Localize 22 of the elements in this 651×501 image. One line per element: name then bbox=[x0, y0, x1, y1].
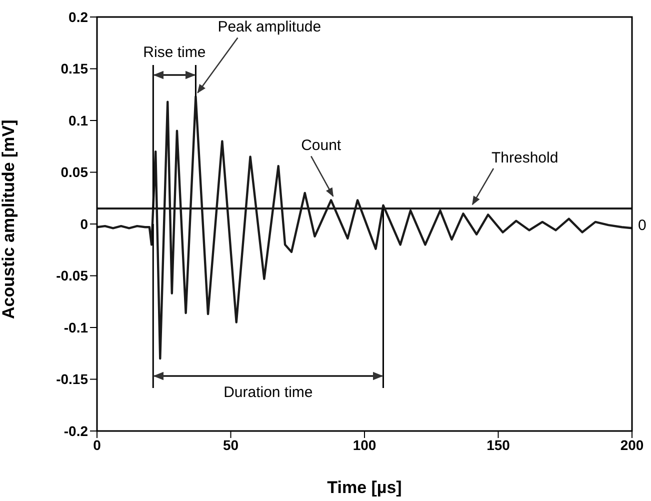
y-tick-label: 0.15 bbox=[60, 60, 88, 77]
x-tick-label: 100 bbox=[352, 436, 376, 453]
annotation: Count bbox=[301, 137, 342, 154]
x-tick-label: 150 bbox=[486, 436, 510, 453]
x-tick-label: 200 bbox=[620, 436, 644, 453]
annotation: Duration time bbox=[224, 384, 313, 401]
y-tick-label: -0.2 bbox=[64, 422, 88, 439]
x-tick-label: 50 bbox=[222, 436, 239, 453]
y-tick-label: -0.1 bbox=[64, 319, 88, 336]
ref-line-label: Threshold bbox=[492, 149, 558, 166]
y-tick-label: 0.2 bbox=[68, 8, 88, 25]
y-tick-label: -0.15 bbox=[56, 371, 88, 388]
y-axis-title: Acoustic amplitude [mV] bbox=[0, 120, 18, 319]
annotation: Peak amplitude bbox=[218, 18, 322, 36]
x-tick-label: 0 bbox=[93, 436, 102, 453]
y-tick-label: 0 bbox=[80, 216, 88, 232]
text: 0 bbox=[638, 217, 646, 234]
y-tick-label: 0.05 bbox=[60, 164, 88, 180]
x-axis-title: Time [µs] bbox=[327, 478, 402, 497]
y-tick-label: -0.05 bbox=[56, 268, 88, 284]
annotation: Rise time bbox=[143, 44, 206, 61]
y-tick-label: 0.1 bbox=[68, 112, 88, 128]
